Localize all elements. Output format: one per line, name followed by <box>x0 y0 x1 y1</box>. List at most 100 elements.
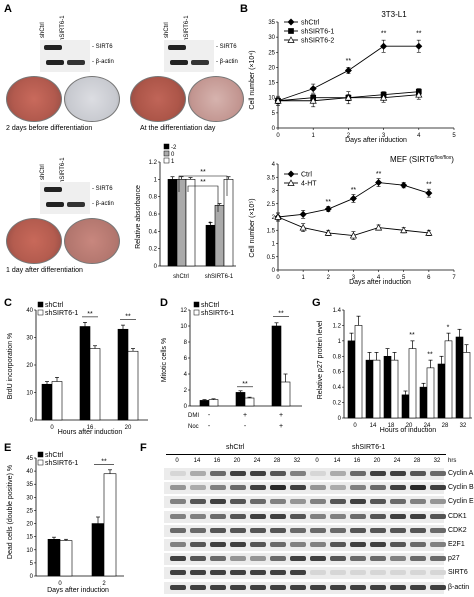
blot-band <box>270 570 286 576</box>
blot-band <box>270 471 286 476</box>
bar-shSIRT6-1 <box>354 325 363 419</box>
legend-marker <box>287 170 295 178</box>
data-point <box>299 223 307 231</box>
sig-bracket <box>187 185 219 212</box>
lane-label-shctrl: shCtrl <box>40 22 46 38</box>
data-point <box>380 42 388 50</box>
sig-label: * <box>447 324 450 331</box>
blot-band <box>410 556 426 562</box>
data-point <box>309 97 317 104</box>
x-tick-label: 7 <box>452 275 456 281</box>
legend-label: shCtrl <box>201 302 220 309</box>
blot-band <box>390 584 406 590</box>
bar-shCtrl <box>91 523 105 577</box>
blot-band <box>210 499 226 505</box>
x-tick-label: shSIRT6-1 <box>205 274 234 280</box>
blot-band <box>350 556 366 562</box>
bar--2 <box>167 179 178 267</box>
x-tick-label: 14 <box>370 423 377 429</box>
blot-band <box>350 471 366 476</box>
sig-label: ** <box>381 31 387 38</box>
bar-shSIRT6-1 <box>103 473 117 577</box>
blot-band <box>190 556 206 562</box>
data-point <box>375 179 383 187</box>
legend-swatch <box>193 301 200 308</box>
y-tick-label: 25 <box>268 50 275 56</box>
sig-label: ** <box>242 381 248 388</box>
bar-shSIRT6-1 <box>462 352 471 419</box>
blot-band <box>390 570 406 576</box>
blot-label-actin: - β-actin <box>92 201 114 207</box>
image-caption-2: At the differentiation day <box>140 125 216 132</box>
bar-shCtrl <box>419 386 428 419</box>
y-tick-label: 0 <box>272 268 276 274</box>
legend-label: shCtrl <box>301 20 320 27</box>
condition-noc: - <box>244 423 247 430</box>
blot-band <box>430 556 446 562</box>
y-tick-label: 1.2 <box>149 160 158 166</box>
blot-band <box>330 556 346 562</box>
condition-noc: + <box>279 423 283 430</box>
blot-band <box>310 499 326 505</box>
sig-label: ** <box>125 314 131 321</box>
blot-band <box>250 527 266 533</box>
blot-band <box>250 542 266 547</box>
x-tick-label: 0 <box>276 275 280 281</box>
sig-label: ** <box>200 179 206 186</box>
blot-band <box>410 485 426 491</box>
data-point <box>324 205 332 213</box>
blot-band <box>210 584 226 590</box>
legend-label: shSIRT6-1 <box>301 29 334 36</box>
y-tick-label: 30 <box>26 495 33 501</box>
time-label: 16 <box>213 458 221 464</box>
legend-swatch <box>37 301 44 308</box>
blot-band <box>310 513 326 519</box>
blot-band <box>370 584 386 590</box>
y-axis-label: Cell number (×10⁴) <box>249 50 256 109</box>
bar-shCtrl <box>117 328 129 421</box>
y-tick-label: 15 <box>26 535 33 541</box>
y-axis-label: Mitotic cells % <box>161 338 168 382</box>
chart-g-p27: 00.20.40.60.811.21.40 14 18 20 24 28 32***** R… <box>317 308 472 434</box>
sig-label: ** <box>427 351 433 358</box>
blot-band <box>290 584 306 590</box>
data-point <box>380 93 388 101</box>
blot-band <box>290 485 306 491</box>
legend-swatch <box>37 309 44 316</box>
y-axis-label: BrdU incorporation % <box>7 333 14 400</box>
blot-band <box>370 499 386 505</box>
time-label: 14 <box>193 458 201 464</box>
y-tick-label: 0.6 <box>333 370 342 376</box>
data-point <box>415 42 423 50</box>
y-tick-label: 3 <box>272 189 276 195</box>
blot-band <box>290 499 306 505</box>
y-tick-label: 3.5 <box>267 175 276 181</box>
panel-label-e: E <box>4 442 12 454</box>
blot-strip <box>164 567 446 580</box>
data-point <box>400 181 408 189</box>
y-tick-label: 45 <box>26 456 33 462</box>
blot-band <box>210 570 226 576</box>
blot-band <box>170 471 186 476</box>
blot-strip <box>164 553 446 566</box>
sig-label: ** <box>278 310 284 317</box>
time-label: 20 <box>233 458 241 464</box>
y-tick-label: 1.4 <box>333 308 342 314</box>
panel-label-b: B <box>240 3 248 15</box>
blot-band <box>250 499 266 505</box>
blot-band <box>250 485 266 491</box>
blot-band <box>330 499 346 505</box>
blot-band <box>430 570 446 576</box>
stained-dish <box>6 218 62 264</box>
panel-label-c: C <box>4 297 12 309</box>
protein-label: Cyclin B <box>448 484 474 492</box>
time-label: 16 <box>353 458 361 464</box>
legend-label: 0 <box>171 152 175 158</box>
sig-label: * <box>209 221 212 228</box>
hrs-label: hrs <box>448 458 457 464</box>
sig-label: ** <box>326 199 332 206</box>
blot-band <box>230 542 246 547</box>
blot-label-sirt6: - SIRT6 <box>92 186 113 192</box>
